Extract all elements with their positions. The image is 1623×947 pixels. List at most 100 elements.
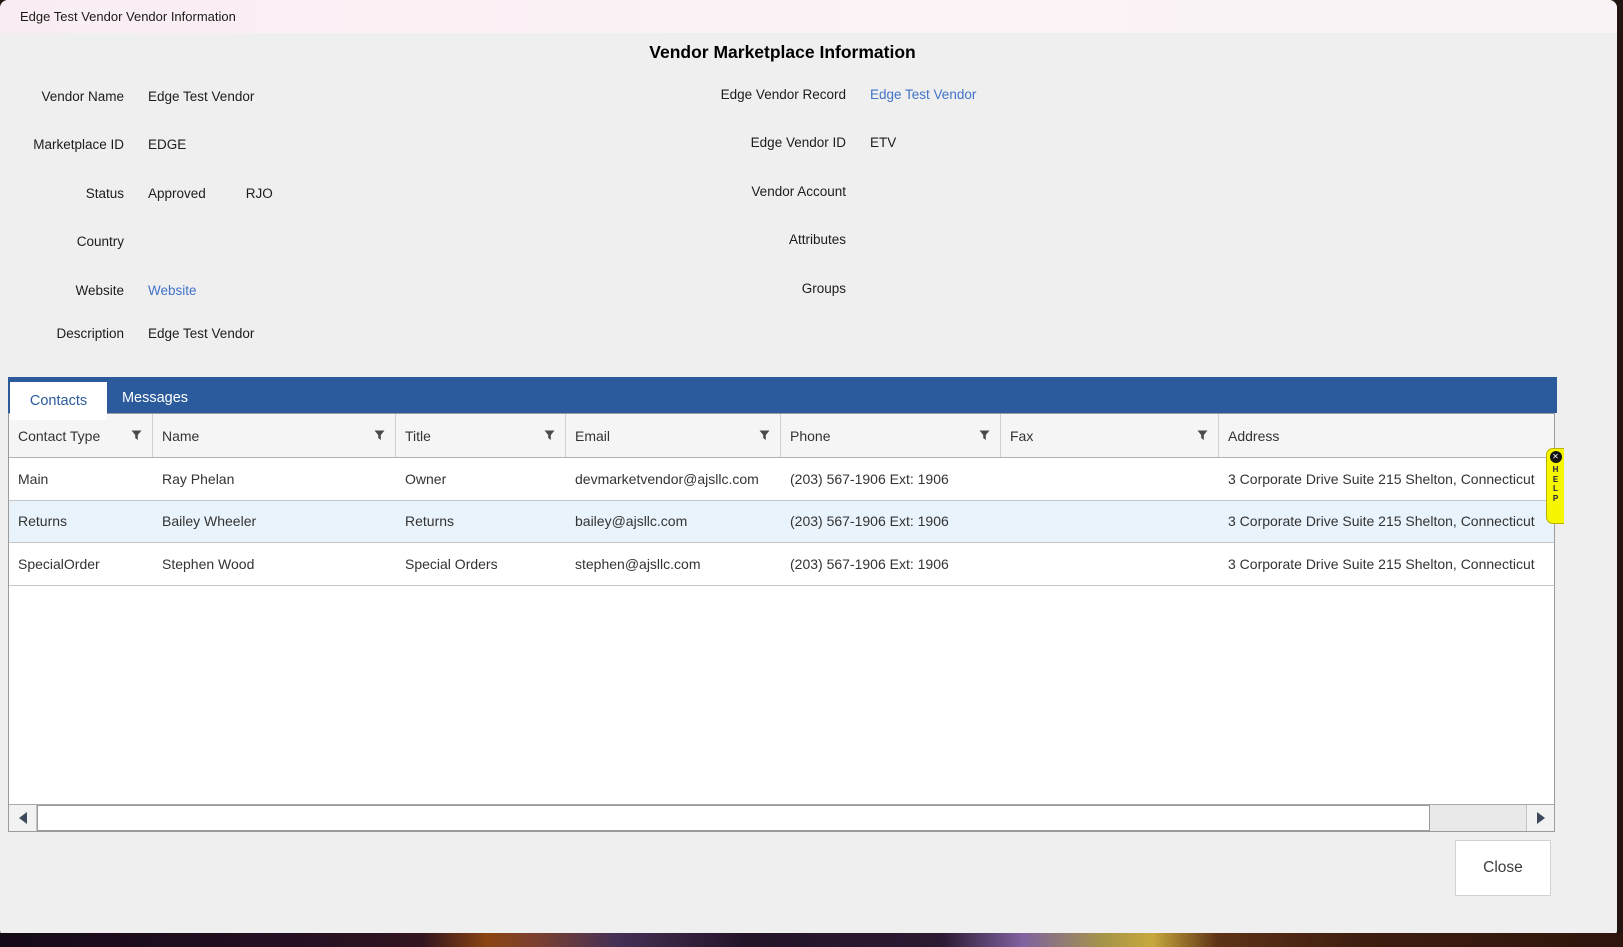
field-marketplace-id: Marketplace ID EDGE xyxy=(0,121,560,170)
column-header-label: Phone xyxy=(790,427,831,444)
column-header-phone[interactable]: Phone xyxy=(781,414,1001,457)
field-attributes: Attributes xyxy=(600,216,1220,265)
cell-name: Ray Phelan xyxy=(162,470,235,487)
column-header-label: Contact Type xyxy=(18,427,101,444)
field-label: Country xyxy=(76,234,124,250)
form-left-column: Vendor Name Edge Test Vendor Marketplace… xyxy=(0,72,560,353)
website-link[interactable]: Website xyxy=(148,282,197,298)
scrollbar-track[interactable] xyxy=(1430,805,1526,831)
cell-address: 3 Corporate Drive Suite 215 Shelton, Con… xyxy=(1228,555,1535,572)
scroll-right-arrow-icon xyxy=(1536,812,1545,824)
tab-strip: Contacts Messages xyxy=(8,377,1557,420)
column-header-label: Address xyxy=(1228,427,1280,444)
scrollbar-thumb[interactable] xyxy=(37,805,1430,831)
cell-title: Special Orders xyxy=(405,555,498,572)
column-header-fax[interactable]: Fax xyxy=(1001,414,1219,457)
column-header-name[interactable]: Name xyxy=(153,414,396,457)
column-header-address[interactable]: Address xyxy=(1219,414,1554,457)
desktop-wallpaper-edge xyxy=(0,933,1623,947)
cell-contact-type: SpecialOrder xyxy=(18,555,100,572)
grid-header-row: Contact Type Name Title Email Phone Fax xyxy=(9,414,1554,458)
field-groups: Groups xyxy=(600,264,1220,313)
help-letter: L xyxy=(1553,484,1558,493)
cell-contact-type: Returns xyxy=(18,513,68,530)
cell-email: devmarketvendor@ajsllc.com xyxy=(575,470,759,487)
field-label: Vendor Name xyxy=(41,88,124,104)
field-value-secondary: RJO xyxy=(245,185,273,201)
field-label: Marketplace ID xyxy=(33,137,124,153)
field-label: Edge Vendor Record xyxy=(720,86,846,102)
field-label: Website xyxy=(75,282,124,298)
tab-contacts[interactable]: Contacts xyxy=(10,382,107,420)
cell-title: Returns xyxy=(405,513,455,530)
filter-icon[interactable] xyxy=(979,430,990,441)
page-title: Vendor Marketplace Information xyxy=(649,42,916,62)
window-title: Edge Test Vendor Vendor Information xyxy=(20,9,236,24)
field-value: Edge Test Vendor xyxy=(148,88,255,104)
cell-address: 3 Corporate Drive Suite 215 Shelton, Con… xyxy=(1228,513,1535,530)
field-vendor-name: Vendor Name Edge Test Vendor xyxy=(0,72,560,121)
field-value: Edge Test Vendor xyxy=(148,326,255,341)
close-button[interactable]: Close xyxy=(1455,840,1551,896)
scroll-right-button[interactable] xyxy=(1526,805,1554,831)
table-row[interactable]: SpecialOrder Stephen Wood Special Orders… xyxy=(9,543,1554,586)
column-header-contact-type[interactable]: Contact Type xyxy=(9,414,153,457)
scroll-left-button[interactable] xyxy=(9,805,37,831)
cell-contact-type: Main xyxy=(18,470,49,487)
help-side-tab[interactable]: ✕ H E L P xyxy=(1546,448,1564,524)
cell-fax xyxy=(1001,501,1219,543)
edge-vendor-record-link[interactable]: Edge Test Vendor xyxy=(870,86,977,102)
field-edge-vendor-id: Edge Vendor ID ETV xyxy=(600,119,1220,168)
column-header-label: Title xyxy=(405,427,431,444)
tab-messages[interactable]: Messages xyxy=(121,389,189,406)
column-header-label: Name xyxy=(162,427,200,444)
field-label: Vendor Account xyxy=(751,183,846,199)
field-edge-vendor-record: Edge Vendor Record Edge Test Vendor xyxy=(600,70,1220,119)
help-letter: H xyxy=(1552,465,1559,474)
cell-name: Stephen Wood xyxy=(162,555,255,572)
field-value: ETV xyxy=(870,135,897,151)
help-close-icon[interactable]: ✕ xyxy=(1549,451,1562,463)
column-header-title[interactable]: Title xyxy=(396,414,566,457)
form-right-column: Edge Vendor Record Edge Test Vendor Edge… xyxy=(600,70,1220,313)
filter-icon[interactable] xyxy=(1197,430,1208,441)
cell-email: stephen@ajsllc.com xyxy=(575,555,701,572)
field-value: EDGE xyxy=(148,137,187,153)
cell-title: Owner xyxy=(405,470,447,487)
cell-email: bailey@ajsllc.com xyxy=(575,513,688,530)
cell-fax xyxy=(1001,543,1219,585)
cell-phone: (203) 567-1906 Ext: 1906 xyxy=(790,470,949,487)
field-description: Description Edge Test Vendor xyxy=(0,315,560,353)
cell-phone: (203) 567-1906 Ext: 1906 xyxy=(790,555,949,572)
field-label: Attributes xyxy=(788,232,846,248)
field-label: Groups xyxy=(801,280,846,296)
filter-icon[interactable] xyxy=(544,430,555,441)
cell-address: 3 Corporate Drive Suite 215 Shelton, Con… xyxy=(1228,470,1535,487)
field-vendor-account: Vendor Account xyxy=(600,167,1220,216)
horizontal-scrollbar[interactable] xyxy=(9,804,1554,831)
field-label: Description xyxy=(56,326,124,341)
cell-fax xyxy=(1001,458,1219,500)
title-bar: Edge Test Vendor Vendor Information xyxy=(0,0,1617,33)
contacts-grid: Contact Type Name Title Email Phone Fax xyxy=(8,413,1555,832)
table-row[interactable]: Main Ray Phelan Owner devmarketvendor@aj… xyxy=(9,458,1554,501)
help-letter: E xyxy=(1552,474,1559,484)
filter-icon[interactable] xyxy=(374,430,385,441)
field-status: Status Approved RJO xyxy=(0,169,560,218)
table-row[interactable]: Returns Bailey Wheeler Returns bailey@aj… xyxy=(9,500,1554,543)
cell-name: Bailey Wheeler xyxy=(162,513,257,530)
field-website: Website Website xyxy=(0,266,560,315)
help-letter: P xyxy=(1552,493,1559,503)
field-country: Country xyxy=(0,218,560,267)
column-header-label: Fax xyxy=(1010,427,1034,444)
filter-icon[interactable] xyxy=(759,430,770,441)
column-header-label: Email xyxy=(575,427,611,444)
column-header-email[interactable]: Email xyxy=(566,414,781,457)
field-value: Approved xyxy=(148,185,206,201)
field-label: Edge Vendor ID xyxy=(750,135,846,151)
field-label: Status xyxy=(85,185,124,201)
scroll-left-arrow-icon xyxy=(18,812,27,824)
cell-phone: (203) 567-1906 Ext: 1906 xyxy=(790,513,949,530)
filter-icon[interactable] xyxy=(131,430,142,441)
